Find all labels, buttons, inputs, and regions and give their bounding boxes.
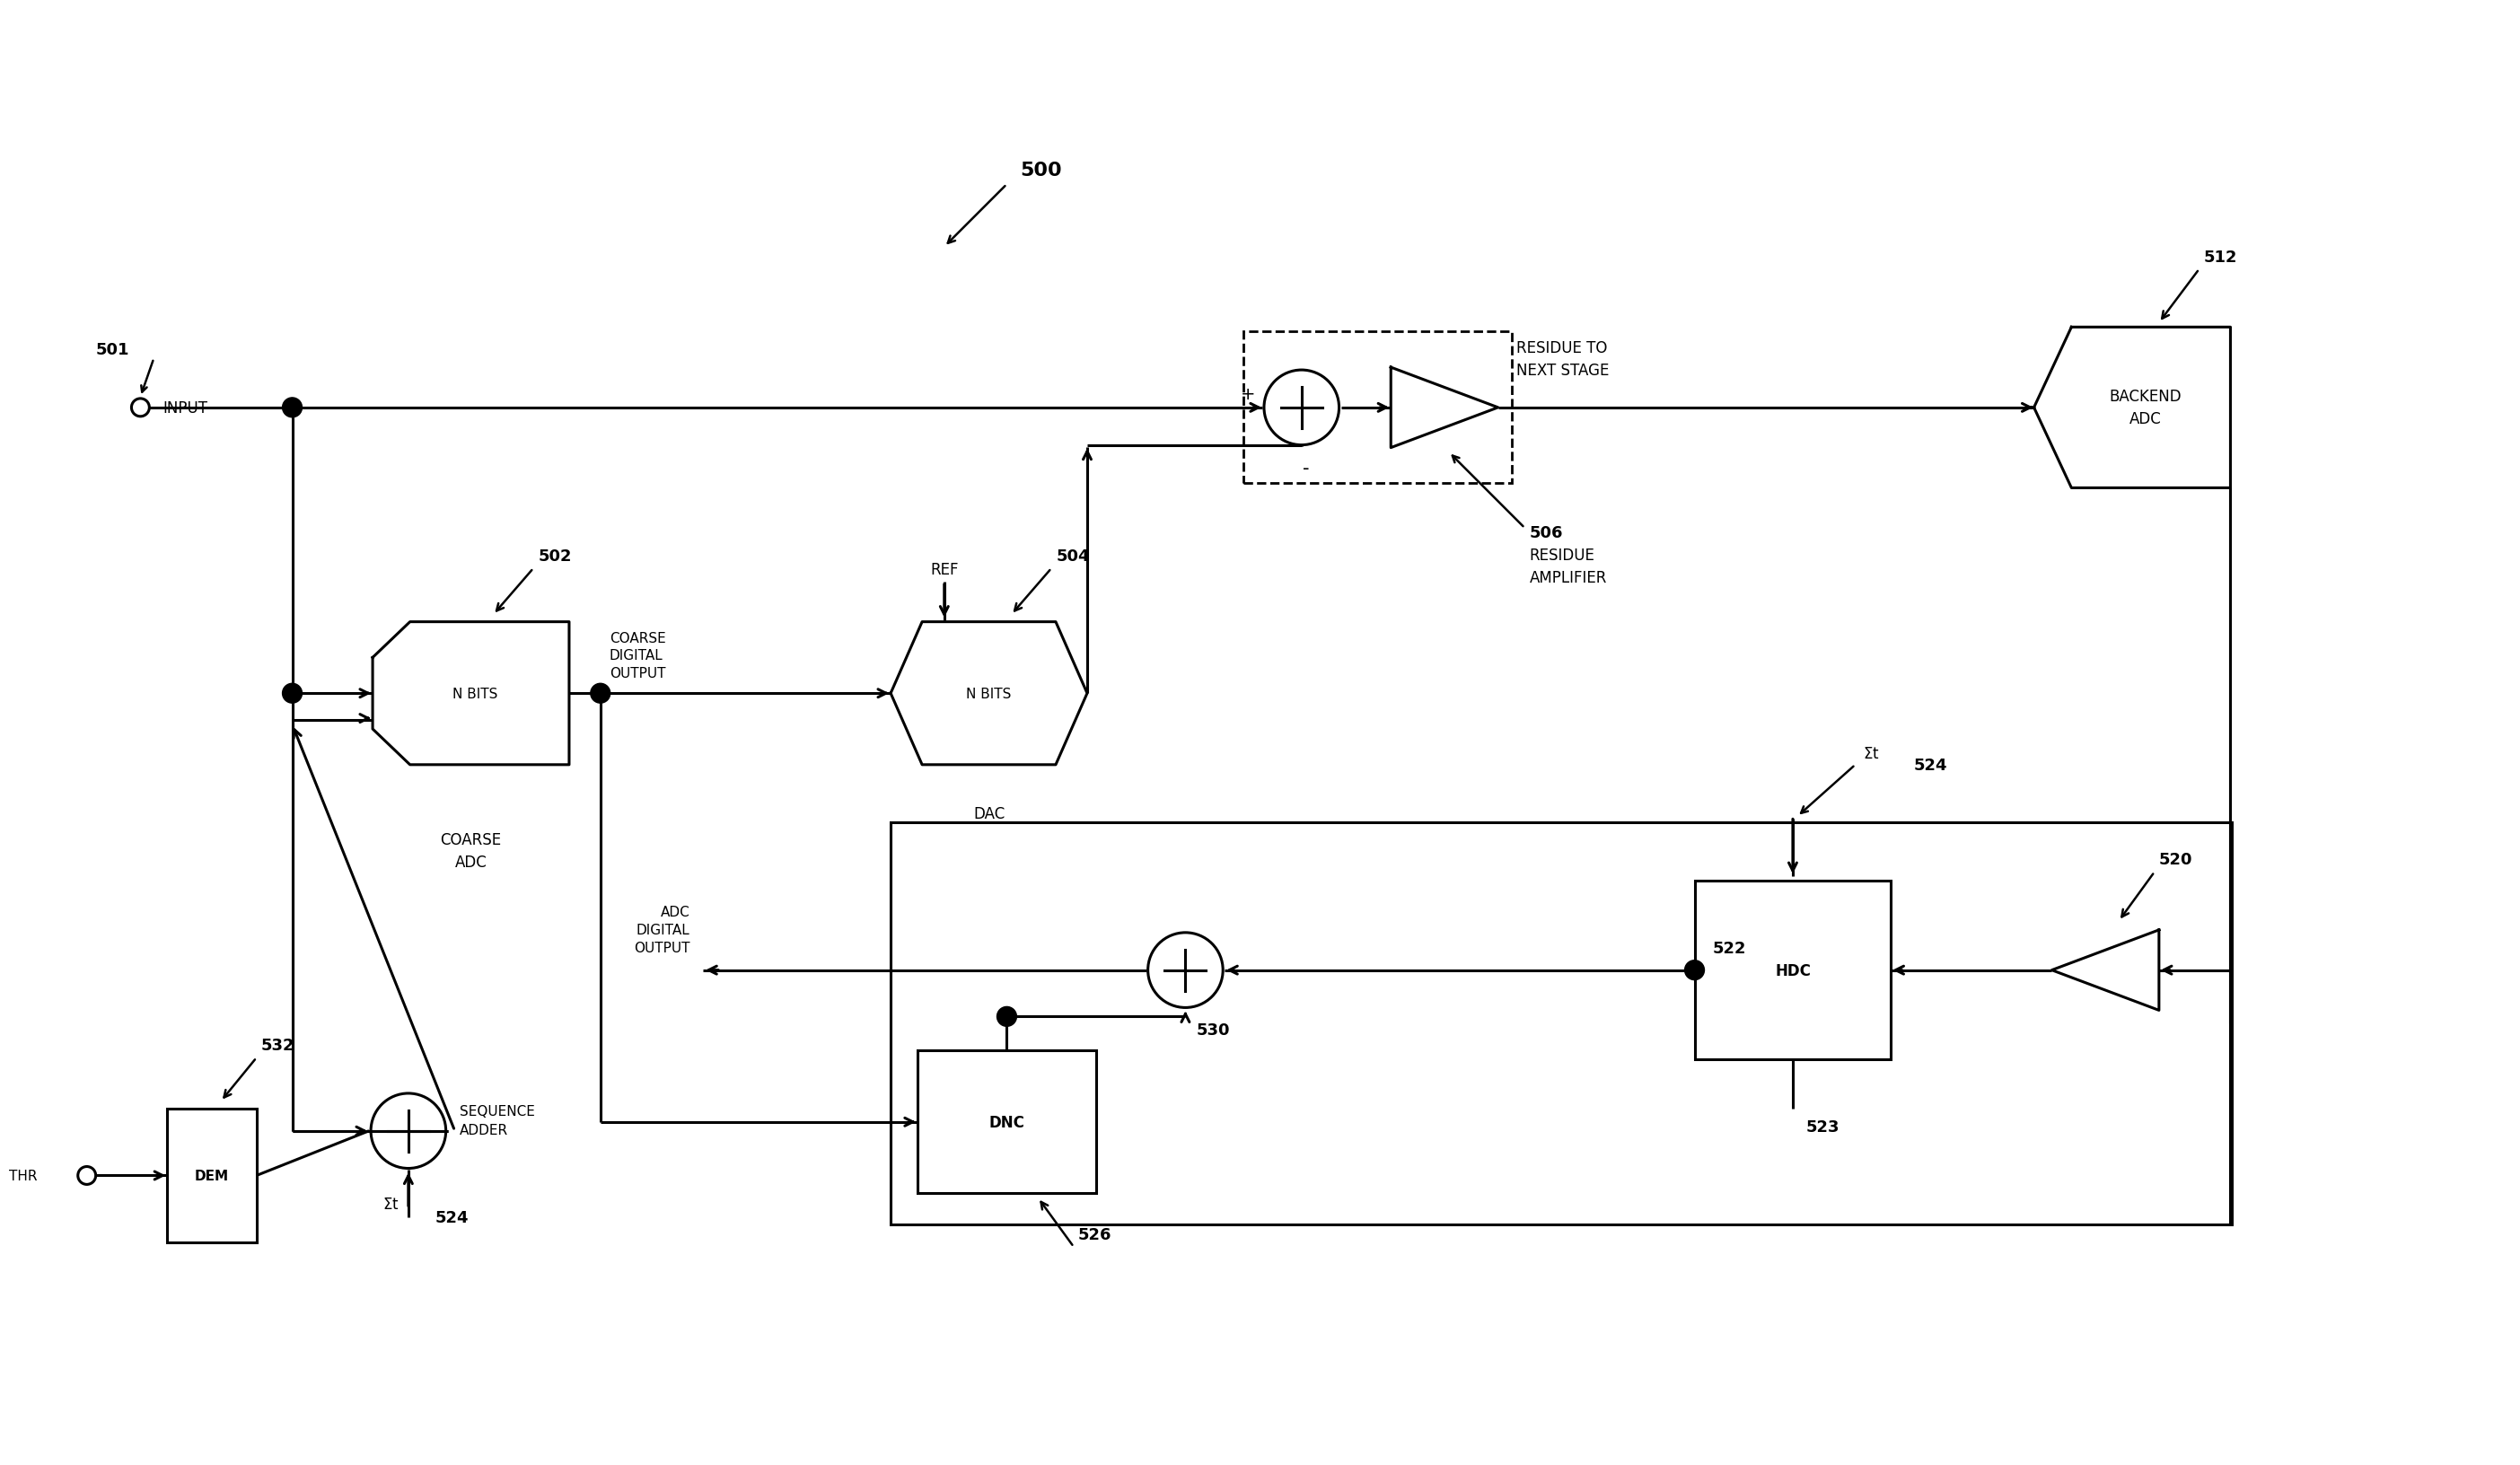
Text: BACKEND
ADC: BACKEND ADC: [2109, 388, 2182, 428]
Text: DEM: DEM: [194, 1169, 229, 1182]
Text: 532: 532: [262, 1037, 295, 1053]
Circle shape: [282, 398, 302, 418]
Text: 502: 502: [537, 548, 572, 564]
Text: N BITS: N BITS: [454, 687, 499, 700]
Text: 506: 506: [1530, 524, 1562, 541]
Text: $\Sigma$t: $\Sigma$t: [1862, 746, 1880, 762]
Text: 500: 500: [1021, 161, 1061, 180]
Text: DAC: DAC: [973, 806, 1005, 822]
Circle shape: [998, 1006, 1016, 1027]
Text: INPUT: INPUT: [164, 400, 207, 416]
Text: REF: REF: [930, 561, 958, 577]
Circle shape: [590, 684, 610, 703]
Text: N BITS: N BITS: [965, 687, 1011, 700]
Text: COARSE
ADC: COARSE ADC: [441, 832, 501, 870]
Text: 524: 524: [436, 1210, 469, 1226]
Text: 512: 512: [2202, 249, 2238, 265]
Text: 526: 526: [1079, 1226, 1111, 1242]
Text: 524: 524: [1913, 757, 1948, 774]
Text: +: +: [1240, 387, 1255, 403]
Text: THR: THR: [10, 1169, 38, 1182]
Text: 530: 530: [1197, 1023, 1230, 1039]
Text: $\Sigma$t: $\Sigma$t: [383, 1195, 398, 1212]
Text: ADC
DIGITAL
OUTPUT: ADC DIGITAL OUTPUT: [633, 905, 690, 954]
Text: COARSE
DIGITAL
OUTPUT: COARSE DIGITAL OUTPUT: [610, 631, 665, 680]
Text: 504: 504: [1056, 548, 1089, 564]
Text: HDC: HDC: [1774, 963, 1812, 979]
Text: 522: 522: [1714, 941, 1746, 957]
Text: 501: 501: [96, 341, 129, 357]
Text: RESIDUE
AMPLIFIER: RESIDUE AMPLIFIER: [1530, 546, 1608, 586]
Text: 520: 520: [2160, 851, 2192, 867]
Text: 523: 523: [1807, 1118, 1840, 1134]
Circle shape: [1686, 961, 1704, 980]
Text: -: -: [1303, 459, 1310, 476]
Text: SEQUENCE
ADDER: SEQUENCE ADDER: [459, 1105, 534, 1137]
Text: RESIDUE TO
NEXT STAGE: RESIDUE TO NEXT STAGE: [1517, 340, 1608, 378]
Circle shape: [282, 684, 302, 703]
Text: DNC: DNC: [988, 1113, 1026, 1130]
